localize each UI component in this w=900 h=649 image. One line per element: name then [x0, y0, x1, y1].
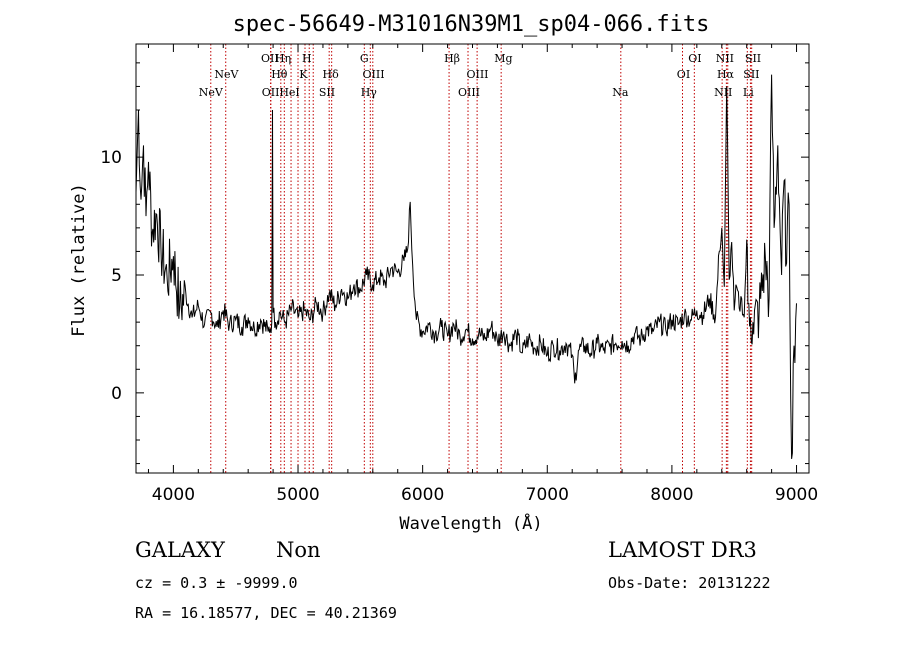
emission-line-label: OII	[261, 52, 279, 65]
emission-line-label: OIII	[466, 68, 488, 81]
emission-line-label: SII	[743, 68, 759, 81]
emission-line-label: HeI	[279, 86, 299, 99]
x-tick-label: 7000	[526, 485, 569, 505]
x-axis-ticks: 4000 5000 6000 7000 8000 9000	[147, 44, 818, 505]
emission-line-label: NII	[714, 86, 732, 99]
survey-name: LAMOST DR3	[608, 538, 757, 562]
emission-line-label: NeV	[214, 68, 239, 81]
flux-series-line	[135, 74, 797, 459]
emission-line-label: SII	[745, 52, 761, 65]
y-axis-ticks: 0 5 10	[100, 62, 809, 465]
x-tick-label: 6000	[401, 485, 444, 505]
x-tick-label: 4000	[152, 485, 195, 505]
emission-line-label: Na	[612, 86, 629, 99]
x-tick-label: 8000	[650, 485, 693, 505]
emission-line-label: Hα	[717, 68, 735, 81]
ra-dec-coordinates: RA = 16.18577, DEC = 40.21369	[135, 604, 397, 622]
observation-date: Obs-Date: 20131222	[608, 574, 771, 592]
emission-line-label: Hγ	[361, 86, 378, 99]
emission-line-label: OI	[688, 52, 701, 65]
emission-line-label: K	[299, 68, 308, 81]
emission-line-markers	[210, 44, 753, 473]
emission-line-label: Hβ	[444, 52, 460, 65]
emission-line-label: SII	[319, 86, 335, 99]
emission-line-label: Hδ	[323, 68, 340, 81]
emission-line-label: G	[360, 52, 369, 65]
emission-line-label: OI	[677, 68, 690, 81]
redshift-cz: cz = 0.3 ± -9999.0	[135, 574, 298, 592]
x-tick-label: 9000	[775, 485, 818, 505]
emission-line-label: Hη	[275, 52, 291, 65]
x-tick-label: 5000	[276, 485, 319, 505]
plot-frame	[135, 43, 810, 474]
y-tick-label: 5	[111, 266, 122, 286]
emission-line-label: OII	[262, 86, 280, 99]
emission-line-label: Li	[743, 86, 754, 99]
object-subclass: Non	[276, 538, 321, 562]
emission-line-label: OIII	[458, 86, 480, 99]
emission-line-label: NeV	[199, 86, 224, 99]
object-class: GALAXY	[135, 538, 225, 562]
emission-line-label: NII	[716, 52, 734, 65]
emission-line-label: OIII	[363, 68, 385, 81]
x-axis-label: Wavelength (Å)	[399, 512, 542, 534]
chart-title: spec-56649-M31016N39M1_sp04-066.fits	[233, 12, 710, 37]
emission-line-label: Hθ	[271, 68, 288, 81]
emission-line-label: Mg	[494, 52, 512, 65]
y-axis-label: Flux (relative)	[69, 183, 89, 337]
y-tick-label: 0	[111, 384, 122, 404]
y-tick-label: 10	[100, 148, 122, 168]
emission-line-label: H	[302, 52, 312, 65]
